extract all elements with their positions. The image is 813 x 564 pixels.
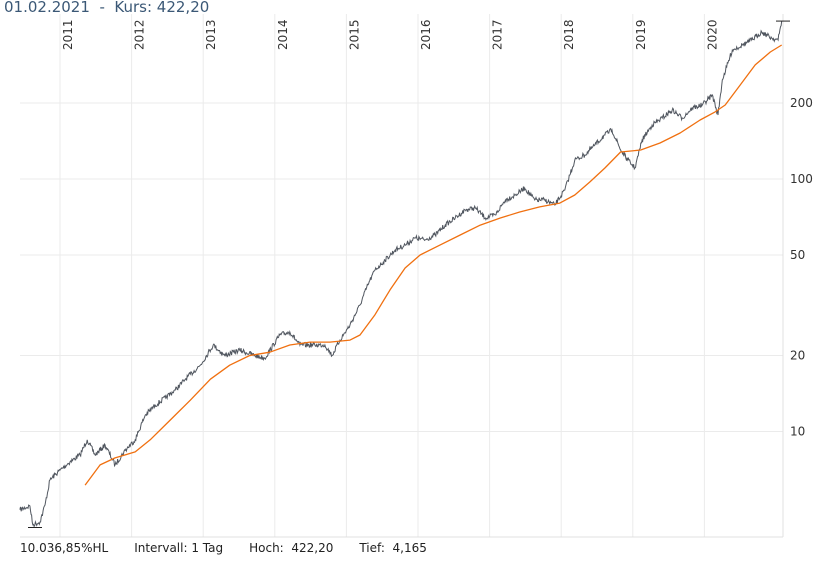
title-separator: - xyxy=(99,0,105,16)
y-tick-label: 50 xyxy=(790,248,805,262)
high-label: Hoch: 422,20 xyxy=(249,541,334,555)
x-tick-label: 2018 xyxy=(562,19,576,50)
x-tick-label: 2015 xyxy=(347,19,361,50)
x-tick-label: 2012 xyxy=(133,19,147,50)
interval-label[interactable]: Intervall: 1 Tag xyxy=(134,541,224,555)
x-tick-label: 2016 xyxy=(419,19,433,50)
x-tick-label: 2019 xyxy=(634,19,648,50)
y-tick-label: 10 xyxy=(790,424,805,438)
x-tick-label: 2020 xyxy=(705,19,719,50)
chart-footer: 10.036,85%HL Intervall: 1 Tag Hoch: 422,… xyxy=(20,541,453,555)
y-tick-label: 20 xyxy=(790,348,805,362)
price-line xyxy=(19,21,783,528)
title-price: Kurs: 422,20 xyxy=(114,0,210,16)
x-tick-label: 2011 xyxy=(61,19,75,50)
x-tick-label: 2017 xyxy=(491,19,505,50)
y-tick-label: 200 xyxy=(790,96,813,110)
chart-title: 01.02.2021 - Kurs: 422,20 xyxy=(4,0,209,16)
moving-average-line xyxy=(84,44,783,486)
x-axis: 2011 2012 2013 2014 2015 2016 2017 2018 2019 2020 xyxy=(61,19,719,50)
performance-label: 10.036,85%HL xyxy=(20,541,109,555)
y-tick-label: 100 xyxy=(790,172,813,186)
grid xyxy=(20,14,784,538)
hl-markers xyxy=(28,20,790,529)
title-date: 01.02.2021 xyxy=(4,0,90,16)
x-tick-label: 2014 xyxy=(276,19,290,50)
y-axis: 10 20 50 100 200 xyxy=(790,96,813,438)
low-label: Tief: 4,165 xyxy=(359,541,427,555)
series xyxy=(19,21,783,528)
x-tick-label: 2013 xyxy=(204,19,218,50)
